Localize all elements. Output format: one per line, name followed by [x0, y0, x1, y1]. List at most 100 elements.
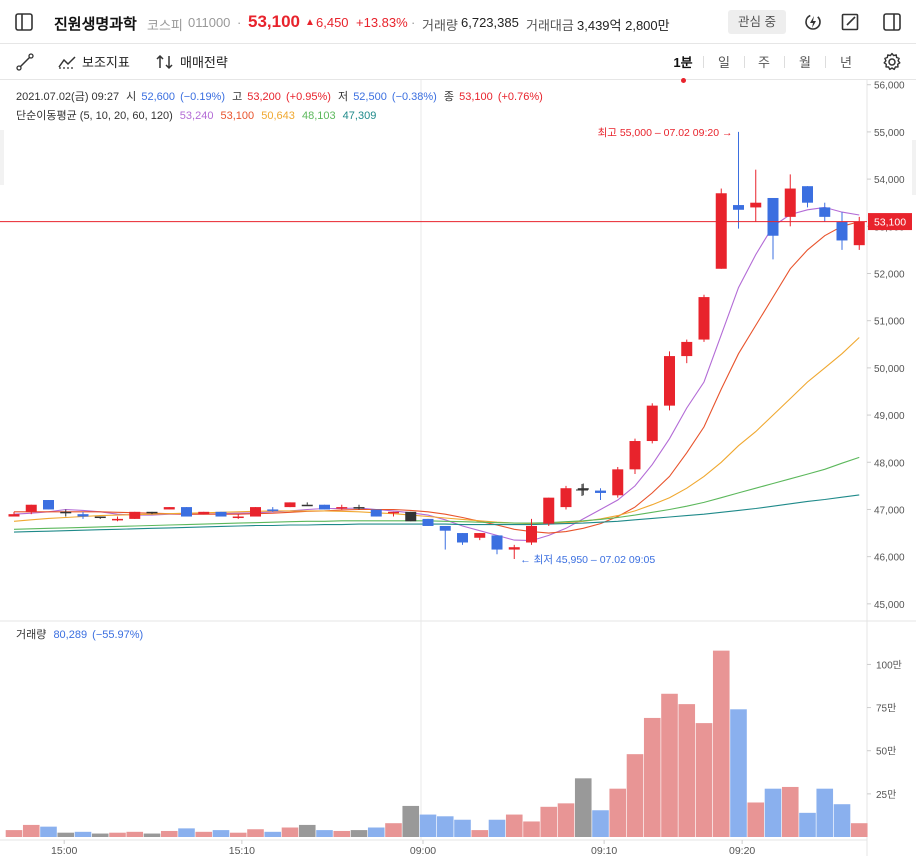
candle[interactable] [698, 294, 710, 342]
candle[interactable] [543, 497, 555, 526]
candle[interactable] [560, 485, 572, 510]
candle[interactable] [8, 511, 20, 517]
volume-bar[interactable] [333, 830, 351, 837]
settings-gear-icon[interactable] [882, 52, 902, 72]
candle[interactable] [508, 544, 520, 560]
edit-icon[interactable] [840, 12, 860, 32]
volume-bar[interactable] [471, 830, 489, 837]
candle[interactable] [370, 509, 382, 517]
candle[interactable] [250, 507, 261, 517]
candle[interactable] [129, 511, 141, 519]
volume-bar[interactable] [540, 806, 558, 837]
candle[interactable] [474, 533, 486, 541]
strategy-button[interactable]: 매매전략 [156, 52, 228, 71]
candle[interactable] [733, 131, 744, 229]
volume-bar[interactable] [385, 823, 402, 837]
volume-bar[interactable] [747, 802, 765, 837]
layout-icon[interactable] [882, 12, 902, 32]
volume-bar[interactable] [626, 754, 644, 837]
candle[interactable] [802, 186, 813, 208]
volume-bar[interactable] [419, 814, 437, 837]
volume-bar[interactable] [678, 704, 696, 837]
candle[interactable] [267, 507, 279, 512]
candle[interactable] [491, 535, 503, 555]
candle[interactable] [577, 483, 589, 496]
volume-bar[interactable] [436, 816, 454, 837]
candle[interactable] [439, 525, 451, 550]
volume-bar[interactable] [229, 832, 247, 837]
candle[interactable] [232, 514, 244, 519]
volume-bar[interactable] [143, 833, 161, 837]
candle[interactable] [181, 507, 192, 517]
volume-bar[interactable] [454, 819, 471, 837]
candle[interactable] [163, 507, 175, 510]
candle[interactable] [664, 351, 675, 411]
candle[interactable] [784, 174, 796, 227]
candle[interactable] [301, 502, 313, 507]
left-scroll-handle[interactable] [0, 130, 4, 185]
candle[interactable] [43, 500, 54, 510]
candle[interactable] [595, 488, 606, 501]
volume-bar[interactable] [160, 830, 178, 837]
candle[interactable] [715, 188, 727, 269]
candle[interactable] [112, 516, 123, 522]
volume-bar[interactable] [264, 831, 282, 837]
candle[interactable] [198, 511, 210, 515]
candle[interactable] [646, 403, 658, 444]
volume-bar[interactable] [402, 805, 420, 837]
volume-bar[interactable] [712, 650, 730, 837]
volume-bar[interactable] [488, 819, 506, 837]
volume-bar[interactable] [505, 814, 523, 837]
volume-bar[interactable] [74, 831, 92, 837]
candle[interactable] [146, 511, 158, 515]
volume-bar[interactable] [833, 804, 851, 837]
candle[interactable] [284, 502, 296, 508]
candle[interactable] [767, 197, 779, 260]
indicator-button[interactable]: 보조지표 [58, 52, 130, 71]
candle[interactable] [60, 509, 72, 517]
price-chart[interactable]: 2021.07.02(금) 09:27 시 52,600 (−0.19%) 고 … [0, 80, 916, 856]
volume-bar[interactable] [799, 812, 816, 837]
volume-bar[interactable] [643, 717, 661, 837]
period-1min[interactable]: 1분 [673, 52, 693, 83]
volume-bar[interactable] [764, 788, 782, 837]
volume-bar[interactable] [212, 830, 230, 837]
volume-bar[interactable] [109, 832, 126, 837]
stock-name[interactable]: 진원생명과학 [54, 16, 137, 33]
period-year[interactable]: 년 [840, 55, 852, 70]
volume-bar[interactable] [40, 826, 57, 837]
watch-button[interactable]: 관심 중 [728, 10, 786, 34]
candle[interactable] [612, 466, 624, 498]
candle[interactable] [836, 212, 848, 250]
volume-bar[interactable] [57, 832, 75, 837]
period-day[interactable]: 일 [718, 55, 730, 70]
volume-bar[interactable] [557, 803, 575, 837]
candle[interactable] [353, 504, 365, 510]
candle[interactable] [25, 504, 37, 515]
volume-bar[interactable] [730, 709, 747, 837]
volume-bar[interactable] [298, 824, 316, 837]
candle[interactable] [750, 169, 762, 222]
volume-bar[interactable] [609, 788, 627, 837]
candle[interactable] [526, 518, 537, 545]
volume-bar[interactable] [350, 830, 368, 837]
volume-bar[interactable] [367, 827, 385, 837]
volume-bar[interactable] [316, 830, 333, 837]
candle[interactable] [457, 533, 468, 545]
volume-bar[interactable] [592, 810, 609, 837]
volume-bar[interactable] [281, 827, 299, 837]
volume-bar[interactable] [5, 830, 23, 837]
candle[interactable] [336, 504, 348, 510]
volume-bar[interactable] [247, 829, 264, 837]
right-scroll-handle[interactable] [912, 140, 916, 195]
volume-bar[interactable] [574, 778, 592, 837]
candle[interactable] [94, 516, 106, 519]
volume-bar[interactable] [850, 823, 868, 837]
volume-bar[interactable] [195, 831, 213, 837]
period-week[interactable]: 주 [758, 55, 770, 70]
volume-bar[interactable] [178, 828, 195, 837]
volume-bar[interactable] [22, 824, 40, 837]
candle[interactable] [405, 511, 417, 522]
volume-bar[interactable] [816, 788, 834, 837]
candle[interactable] [422, 518, 434, 526]
